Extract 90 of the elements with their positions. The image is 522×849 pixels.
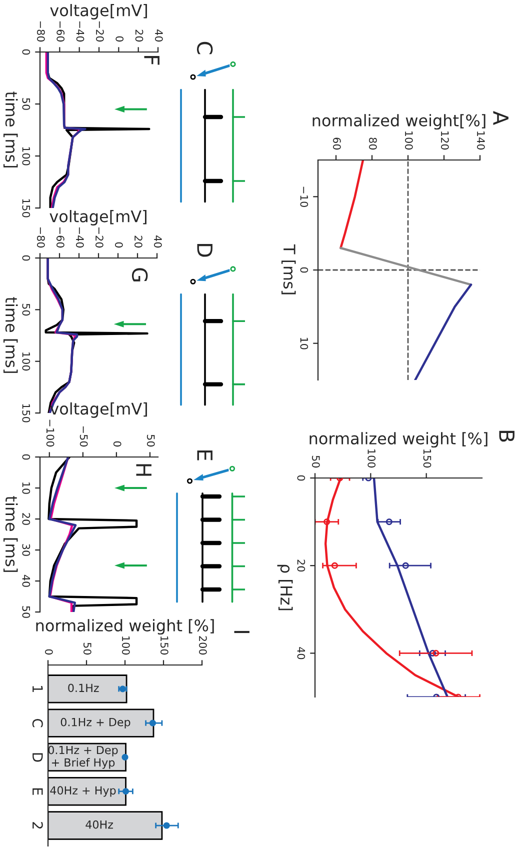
x-tick-label: 40 <box>154 30 163 42</box>
bar <box>48 708 154 738</box>
x-tick-label: 150 <box>423 450 432 468</box>
x-tick-label: 20 <box>134 236 142 248</box>
x-tick-label: −40 <box>76 227 84 248</box>
y-tick-label: 50 <box>22 98 30 110</box>
line-series <box>48 457 138 612</box>
point <box>163 822 170 829</box>
y-tick-label: 1 <box>32 686 43 692</box>
line-series <box>414 284 472 380</box>
x-axis-title: normalized weight [%] <box>36 619 214 635</box>
text: E <box>197 450 212 460</box>
y-tick-label: 0 <box>22 49 30 55</box>
x-tick-label: 0 <box>114 242 123 248</box>
x-tick-label: 0 <box>44 649 53 655</box>
bar <box>48 777 126 806</box>
x-axis-title: voltage[mV] <box>50 210 146 226</box>
y-tick-label: 100 <box>22 352 30 371</box>
text: C <box>196 42 213 54</box>
line-series <box>340 160 364 250</box>
bar <box>48 674 128 704</box>
y-tick-label: −10 <box>300 186 308 207</box>
line-series <box>46 52 86 208</box>
text: D <box>197 244 212 257</box>
annotation: 0.1Hz <box>68 684 99 692</box>
y-tick-label: 20 <box>297 560 306 572</box>
y-tick-label: 20 <box>22 513 30 525</box>
point <box>122 788 130 795</box>
y-tick-label: D <box>32 753 43 762</box>
y-tick-label: 50 <box>22 606 30 618</box>
x-axis-title: voltage[mV] <box>50 402 147 418</box>
annotation: 0.1Hz + Dep <box>60 718 130 728</box>
y-axis-title: time [ms] <box>3 92 18 168</box>
x-axis-title: normalized weight[%] <box>312 114 486 130</box>
y-axis-title: T [ms] <box>281 244 296 294</box>
y-tick-label: 0 <box>22 255 30 261</box>
x-tick-label: −20 <box>96 21 104 42</box>
annotation: F <box>144 56 160 65</box>
x-tick-label: 100 <box>404 132 413 150</box>
y-axis-title: time [ms] <box>3 496 18 572</box>
x-tick-label: 50 <box>146 434 155 447</box>
x-tick-label: −60 <box>56 21 65 42</box>
annotation: G <box>132 268 148 282</box>
y-tick-label: 30 <box>22 544 30 556</box>
x-tick-label: 120 <box>440 132 449 150</box>
x-tick-label: 20 <box>135 30 144 42</box>
y-tick-label: E <box>32 788 43 795</box>
y-tick-label: 10 <box>300 338 308 350</box>
x-tick-label: −40 <box>76 21 84 42</box>
x-axis-title: voltage[mV] <box>50 4 147 20</box>
y-tick-label: 40 <box>22 574 30 587</box>
x-tick-label: 140 <box>476 132 485 150</box>
point <box>122 754 128 760</box>
text: I <box>234 630 250 634</box>
point <box>149 720 156 726</box>
y-axis-title: time [ms] <box>3 297 18 373</box>
x-tick-label: −80 <box>36 21 45 42</box>
x-tick-label: −80 <box>36 227 45 248</box>
annotation: 40Hz <box>86 820 113 829</box>
x-tick-label: 40 <box>154 236 162 248</box>
x-tick-label: 0 <box>113 441 122 447</box>
y-tick-label: 10 <box>22 482 30 494</box>
y-tick-label: 150 <box>22 404 30 422</box>
y-tick-label: 0 <box>297 475 306 481</box>
x-tick-label: −100 <box>46 420 54 447</box>
x-tick-label: 0 <box>116 36 124 42</box>
y-axis-title: ρ [Hz] <box>277 564 293 610</box>
y-tick-label: 2 <box>32 822 43 829</box>
x-tick-label: −20 <box>95 227 104 248</box>
y-tick-label: C <box>32 718 43 728</box>
y-tick-label: 150 <box>22 199 30 218</box>
annotation: 40Hz + Hyp <box>50 786 116 797</box>
x-tick-label: −50 <box>80 426 88 447</box>
x-tick-label: 50 <box>312 456 320 468</box>
x-tick-label: 50 <box>83 642 92 655</box>
x-tick-label: 150 <box>160 636 168 655</box>
x-axis-title: normalized weight [%] <box>310 432 488 448</box>
bar <box>48 811 163 840</box>
x-tick-label: 60 <box>332 138 341 150</box>
x-tick-label: 100 <box>368 450 376 468</box>
y-tick-label: 0 <box>300 267 308 273</box>
x-tick-label: 200 <box>198 636 207 655</box>
text: A <box>493 111 508 125</box>
annotation: 0.1Hz + Dep + Brief Hyp <box>48 746 118 769</box>
x-tick-label: −60 <box>56 227 64 248</box>
y-tick-label: 50 <box>22 304 30 316</box>
x-tick-label: 100 <box>122 636 130 655</box>
x-tick-label: 80 <box>368 138 377 150</box>
text: B <box>499 430 514 442</box>
annotation: H <box>136 464 152 476</box>
